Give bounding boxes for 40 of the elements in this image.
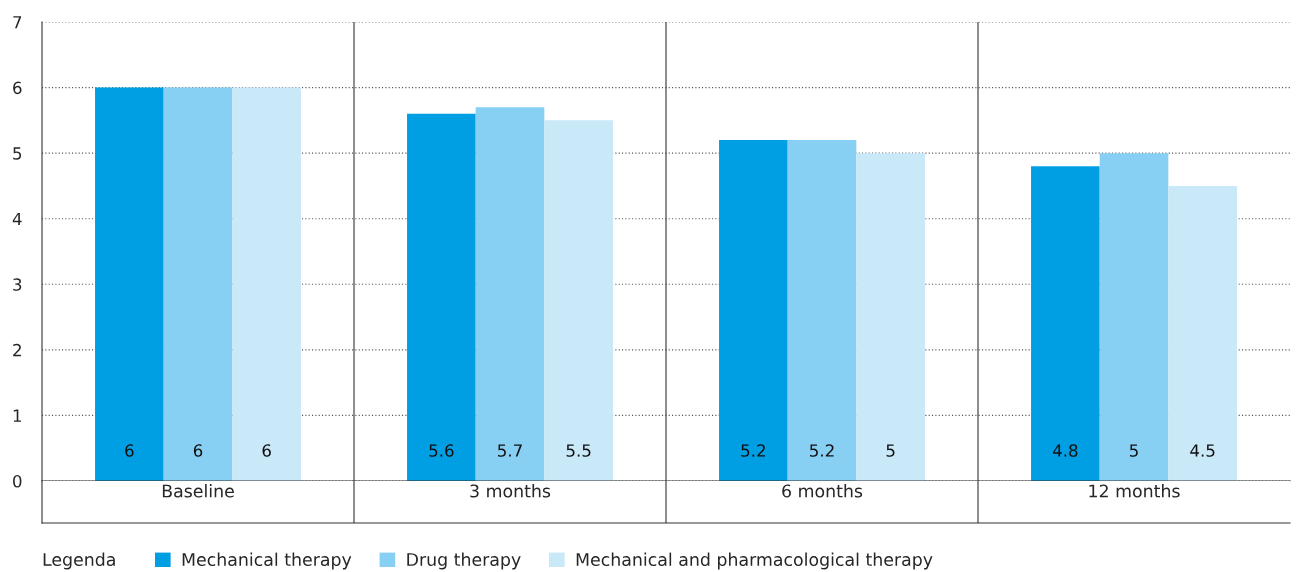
bar	[95, 87, 164, 481]
y-tick-label: 4	[12, 212, 22, 226]
legend-label: Mechanical and pharmacological therapy	[576, 552, 933, 570]
y-tick-label: 5	[13, 147, 22, 160]
data-label: 4.8	[1052, 444, 1078, 457]
y-tick-label: 6	[13, 81, 22, 95]
data-label: 6	[193, 444, 203, 457]
y-tick-label: 2	[13, 343, 21, 357]
y-tick-label: 1	[13, 409, 22, 422]
y-tick-label: 0	[13, 474, 22, 488]
bar	[232, 87, 301, 481]
bar	[163, 87, 233, 481]
x-tick-label: 3 months	[470, 484, 551, 498]
x-tick-label: 6 months	[782, 484, 863, 498]
y-tick-label: 7	[13, 16, 22, 29]
data-label: 5	[1129, 444, 1138, 457]
bar	[1031, 166, 1100, 481]
data-label: 6	[262, 444, 271, 457]
data-label: 6	[125, 444, 134, 457]
bar	[719, 140, 788, 481]
legend-title: Legenda	[43, 552, 115, 570]
bar	[787, 140, 857, 481]
y-tick-label: 3	[13, 278, 22, 291]
data-label: 5.2	[741, 444, 765, 457]
data-label: 5.6	[429, 444, 454, 457]
bar	[407, 113, 476, 481]
data-label: 4.5	[1190, 444, 1215, 457]
bar	[475, 107, 545, 481]
data-label: 5.2	[810, 444, 834, 457]
legend-label: Mechanical therapy	[182, 552, 352, 570]
x-tick-label: 12 months	[1089, 484, 1180, 498]
bar	[1168, 185, 1237, 481]
x-tick-label: Baseline	[162, 484, 234, 498]
bar	[856, 153, 925, 481]
data-label: 5	[886, 444, 895, 457]
data-label: 5.7	[498, 444, 522, 457]
bar	[544, 120, 613, 481]
legend-label: Drug therapy	[407, 552, 521, 570]
bar	[1099, 153, 1169, 481]
data-label: 5.5	[566, 444, 591, 457]
